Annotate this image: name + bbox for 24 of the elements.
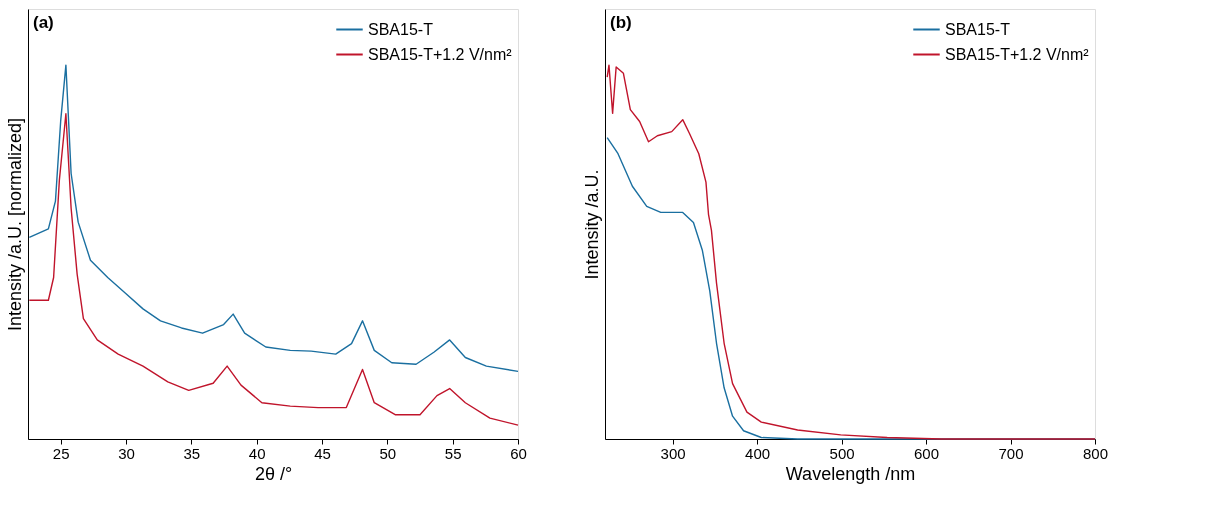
x-tick-label: 30 [118,444,135,462]
x-tick-label: 50 [379,444,397,462]
x-tick-label: 700 [998,444,1024,462]
legend-label: SBA15-T+1.2 V/nm² [945,45,1090,63]
legend-label: SBA15-T [945,20,1011,38]
x-axis-title: 2θ /° [254,463,293,484]
x-tick-label: 60 [510,444,527,462]
x-tick-label: 45 [314,444,331,462]
x-tick-label: 500 [829,444,855,462]
x-tick-label: 400 [745,444,771,462]
text: (b) [610,13,632,32]
x-tick-label: 40 [248,444,266,462]
x-tick-label: 800 [1082,444,1109,462]
y-axis-title: Intensity /a.U. [581,169,602,280]
legend-label: SBA15-T [368,20,434,38]
x-tick-label: 35 [183,444,201,462]
x-axis-title: Wavelength /nm [785,463,916,484]
x-tick-label: 300 [660,444,686,462]
x-tick-label: 25 [52,444,70,462]
legend-label: SBA15-T+1.2 V/nm² [368,45,513,63]
x-tick-label: 55 [444,444,462,462]
y-axis-title: Intensity /a.U. [normalized] [4,117,25,332]
text: (a) [33,13,54,32]
x-tick-label: 600 [914,444,940,462]
